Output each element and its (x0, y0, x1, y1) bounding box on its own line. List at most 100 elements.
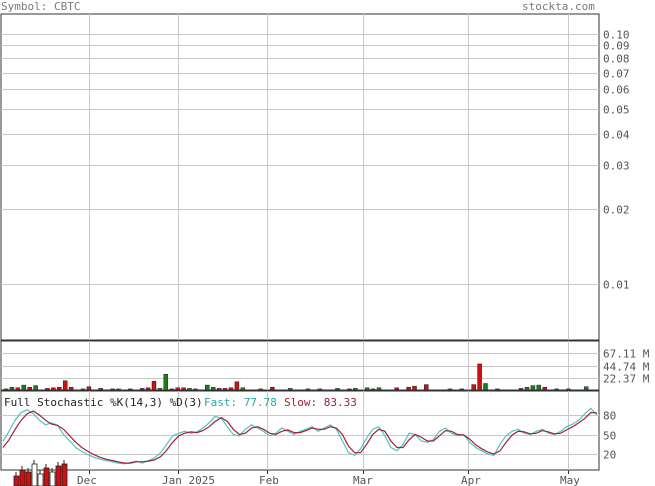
volume-bar (530, 385, 536, 391)
volume-tick-label: 22.37 M (603, 373, 650, 386)
price-tick-label: 0.05 (603, 104, 630, 117)
volume-bar (447, 388, 453, 391)
volume-bar (187, 388, 192, 391)
price-tick-label: 0.07 (603, 68, 630, 81)
x-tick-label: May (560, 474, 580, 486)
volume-bar (477, 363, 482, 391)
volume-bar (98, 388, 103, 391)
volume-bar (205, 384, 210, 391)
volume-bar (15, 387, 21, 391)
stochastic-slow-value: Slow: 83.33 (284, 396, 357, 409)
volume-bar (370, 388, 376, 391)
volume-bar (80, 388, 86, 391)
volume-bar (524, 387, 530, 391)
price-tick-label: 0.08 (603, 53, 630, 66)
volume-bar (151, 381, 157, 391)
volume-bar (68, 387, 74, 391)
stochastic-title: Full Stochastic %K(14,3) %D(3) (4, 396, 203, 409)
volume-bar (86, 386, 92, 391)
price-tick-label: 0.03 (603, 160, 630, 173)
volume-bar (583, 386, 589, 391)
volume-bar (27, 387, 32, 391)
volume-bar (157, 388, 163, 391)
volume-bar (335, 388, 340, 391)
candle-body (31, 463, 38, 486)
x-tick-label: Apr (461, 474, 481, 486)
volume-bar (394, 387, 399, 391)
x-tick-label: Dec (77, 474, 97, 486)
price-frame (0, 13, 600, 341)
price-tick-label: 0.04 (603, 129, 630, 142)
stochastic-frame (0, 390, 600, 471)
volume-bar (287, 388, 293, 391)
volume-bar (347, 388, 352, 391)
candle-body (61, 463, 68, 486)
volume-bar (3, 388, 9, 391)
candle-body (43, 467, 50, 486)
volume-bar (376, 387, 382, 391)
price-tick-label: 0.09 (603, 40, 630, 53)
volume-bar (234, 381, 240, 391)
volume-bar (566, 388, 571, 391)
volume-bar (240, 387, 246, 391)
volume-bar (110, 388, 115, 391)
volume-bar (139, 388, 145, 391)
volume-bar (364, 387, 370, 391)
volume-bar (228, 387, 234, 391)
volume-bar (128, 388, 133, 391)
volume-bar (495, 388, 500, 391)
volume-bar (216, 388, 222, 391)
volume-bar (163, 373, 169, 391)
volume-bar (412, 385, 417, 391)
stochastic-fast-line (2, 407, 598, 465)
price-tick-label: 0.02 (603, 204, 630, 217)
volume-bar (258, 388, 263, 391)
stochastic-panel: 80 50 20 (0, 390, 616, 471)
x-tick-label: Jan 2025 (162, 474, 215, 486)
volume-bar (193, 388, 198, 391)
volume-bar (57, 387, 62, 391)
stochastic-tick-label: 50 (603, 430, 616, 443)
volume-panel: 67.11 M44.74 M22.37 M (0, 340, 650, 391)
volume-bar (406, 387, 411, 391)
candle-body (25, 471, 32, 486)
stochastic-tick-label: 20 (603, 449, 616, 462)
volume-bar (169, 388, 175, 391)
volume-bar (542, 387, 547, 391)
volume-bar (51, 387, 56, 391)
volume-bar (459, 388, 465, 391)
volume-bar (9, 387, 15, 391)
candle-body (55, 465, 62, 486)
volume-bar (210, 387, 216, 391)
price-tick-label: 0.01 (603, 279, 630, 292)
candle-body (13, 475, 20, 486)
stochastic-tick-label: 80 (603, 410, 616, 423)
volume-bar (145, 387, 151, 391)
x-tick-label: Feb (259, 474, 279, 486)
price-panel: 0.100.090.08 0.07 0.06 0.05 0.04 0.03 0.02 0.01 (0, 13, 630, 341)
x-tick-label: Mar (353, 474, 373, 486)
candle-body (19, 469, 26, 486)
volume-bar (222, 388, 228, 391)
volume-tick-label: 67.11 M (603, 348, 650, 361)
chart-symbol: Symbol: CBTC (1, 0, 81, 13)
stochastic-slow-line (2, 410, 598, 464)
volume-bar (554, 388, 559, 391)
volume-bar (62, 380, 68, 391)
volume-bar (317, 388, 323, 391)
x-axis: Dec Jan 2025 Feb Mar Apr May (77, 470, 580, 486)
mini-candles-icon (13, 460, 68, 486)
price-tick-label: 0.10 (603, 29, 630, 42)
volume-bar (45, 388, 50, 391)
volume-bar (175, 387, 180, 391)
site-brand: stockta.com (522, 0, 595, 13)
volume-bar (536, 384, 542, 391)
volume-tick-label: 44.74 M (603, 361, 650, 374)
stochastic-fast-value: Fast: 77.78 (204, 396, 277, 409)
volume-bar (353, 388, 358, 391)
volume-bar (305, 388, 311, 391)
volume-bar (33, 385, 38, 391)
volume-bar (483, 383, 488, 391)
candle-body (49, 471, 56, 486)
